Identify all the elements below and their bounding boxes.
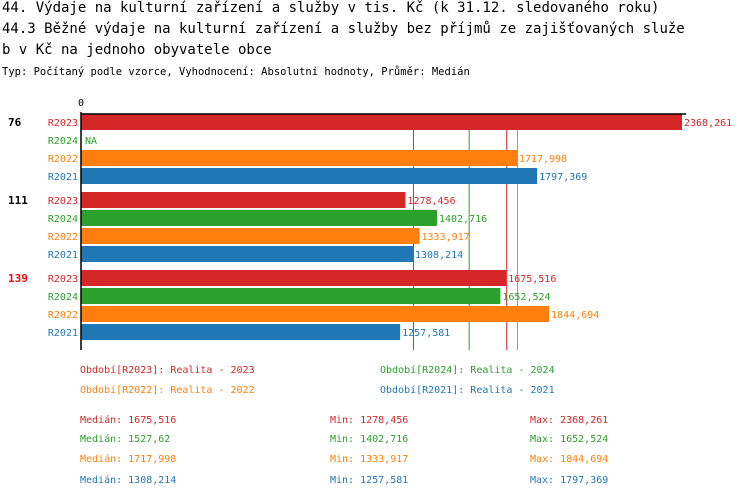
bar-R2021 [81,168,538,184]
series-label: R2021 [48,250,78,261]
title-line-3: b v Kč na jednoho obyvatele obce [2,42,272,58]
data-label: 2368,261 [684,118,732,129]
stat-max: Max: 1652,524 [530,434,608,445]
series-label: R2023 [48,196,78,207]
data-label: 1844,694 [551,310,599,321]
bar-R2024 [81,210,437,226]
series-label: R2021 [48,172,78,183]
data-label: NA [85,136,97,147]
data-label: 1278,456 [407,196,455,207]
series-label: R2022 [48,310,78,321]
group-label: 139 [8,272,28,285]
series-label: R2024 [48,214,78,225]
stat-median: Medián: 1308,214 [80,474,176,486]
data-label: 1675,516 [508,274,556,285]
bar-R2022 [81,306,550,322]
stat-max: Max: 1797,369 [530,475,608,486]
legend-item-R2023: Období[R2023]: Realita - 2023 [80,364,255,376]
title-line-2: 44.3 Běžné výdaje na kulturní zařízení a… [2,21,685,37]
legend-item-R2021: Období[R2021]: Realita - 2021 [380,384,555,396]
stat-min: Min: 1278,456 [330,415,408,426]
stat-median: Medián: 1717,998 [80,453,176,465]
bar-R2022 [81,228,420,244]
bar-R2022 [81,150,517,166]
legend-item-R2022: Období[R2022]: Realita - 2022 [80,384,255,396]
series-label: R2023 [48,118,78,129]
series-label: R2023 [48,274,78,285]
data-label: 1797,369 [539,172,587,183]
data-label: 1402,716 [439,214,487,225]
data-label: 1308,214 [415,250,463,261]
x-tick-label: 0 [78,98,84,109]
bar-R2023 [81,114,682,130]
series-label: R2022 [48,154,78,165]
title-line-1: 44. Výdaje na kulturní zařízení a služby… [2,0,660,16]
bar-R2023 [81,192,406,208]
group-label: 76 [8,116,22,129]
stat-median: Medián: 1527,62 [80,433,170,445]
series-label: R2024 [48,136,78,147]
series-label: R2022 [48,232,78,243]
data-label: 1717,998 [519,154,567,165]
subtitle: Typ: Počítaný podle vzorce, Vyhodnocení:… [2,66,470,78]
data-label: 1333,917 [422,232,470,243]
series-label: R2021 [48,328,78,339]
bar-R2023 [81,270,507,286]
group-label: 111 [8,194,28,207]
data-label: 1652,524 [502,292,550,303]
stat-max: Max: 2368,261 [530,415,608,426]
legend-item-R2024: Období[R2024]: Realita - 2024 [380,364,555,376]
bar-R2021 [81,324,401,340]
stat-min: Min: 1257,581 [330,475,408,486]
stat-median: Medián: 1675,516 [80,414,176,426]
series-label: R2024 [48,292,78,303]
data-label: 1257,581 [402,328,450,339]
stat-min: Min: 1333,917 [330,454,408,465]
bar-R2021 [81,246,413,262]
bar-R2024 [81,288,501,304]
stat-min: Min: 1402,716 [330,434,408,445]
stat-max: Max: 1844,694 [530,454,608,465]
